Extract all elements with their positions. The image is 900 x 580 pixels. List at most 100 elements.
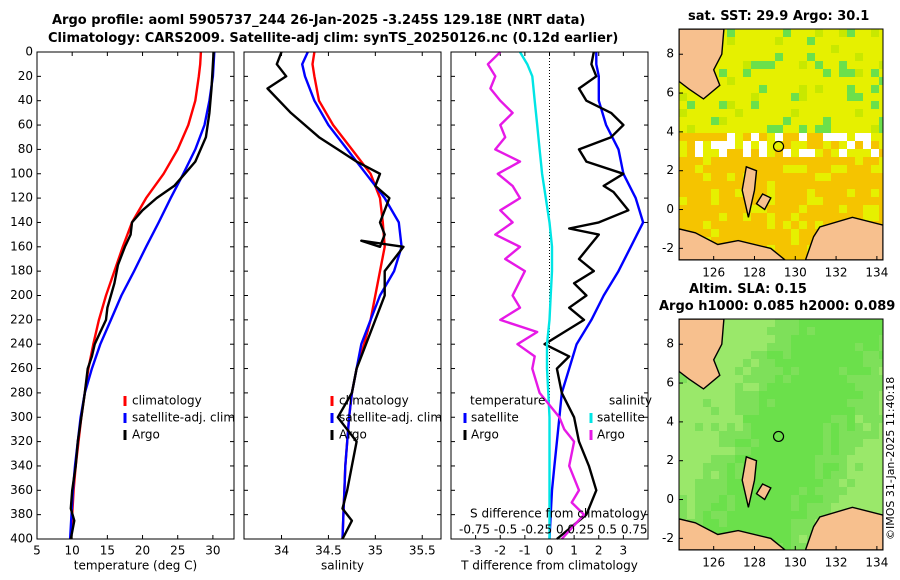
map-cell — [791, 383, 799, 391]
map-cell — [743, 61, 751, 69]
map-cell — [815, 335, 823, 343]
map-cell — [767, 319, 775, 327]
map-cell — [719, 391, 727, 399]
map-cell — [847, 375, 855, 383]
map-cell — [879, 29, 883, 37]
map-cell — [879, 77, 883, 85]
map-cell — [863, 423, 871, 431]
map-cell — [855, 165, 863, 173]
map-cell — [815, 399, 823, 407]
map-cell — [791, 447, 799, 455]
map-cell — [871, 173, 879, 181]
map-cell — [831, 213, 839, 221]
x-tick-label: 134 — [865, 266, 888, 280]
map-cell — [823, 189, 831, 197]
map-cell — [799, 487, 807, 495]
map-cell — [719, 133, 727, 141]
map-cell — [743, 53, 751, 61]
map-cell — [679, 471, 687, 479]
map-cell — [831, 335, 839, 343]
map-cell — [815, 141, 823, 149]
map-cell — [839, 423, 847, 431]
map-cell — [759, 511, 767, 519]
map-cell — [775, 205, 783, 213]
map-cell — [831, 319, 839, 327]
map-cell — [767, 133, 775, 141]
map-cell — [735, 125, 743, 133]
map-cell — [807, 189, 815, 197]
map-cell — [767, 527, 775, 535]
map-cell — [839, 181, 847, 189]
map-cell — [823, 431, 831, 439]
map-cell — [823, 77, 831, 85]
map-cell — [679, 511, 687, 519]
map-cell — [807, 327, 815, 335]
map-cell — [783, 343, 791, 351]
map-cell — [735, 495, 743, 503]
map-cell — [823, 109, 831, 117]
map-cell — [743, 399, 751, 407]
map-cell — [743, 109, 751, 117]
legend-temperature-label: satellite — [471, 411, 519, 425]
map-cell — [719, 109, 727, 117]
x-tick-label: 35 — [368, 544, 383, 558]
map-cell — [743, 157, 751, 165]
map-cell — [751, 415, 759, 423]
map-cell — [759, 463, 767, 471]
map-cell — [767, 455, 775, 463]
map-cell — [759, 527, 767, 535]
map-cell — [855, 471, 863, 479]
map-cell — [831, 197, 839, 205]
map-cell — [807, 367, 815, 375]
map-cell — [703, 157, 711, 165]
legend-label: climatology — [132, 394, 202, 408]
map-cell — [799, 511, 807, 519]
map-cell — [759, 85, 767, 93]
map-cell — [847, 439, 855, 447]
map-cell — [759, 213, 767, 221]
map-cell — [847, 29, 855, 37]
map-cell — [775, 125, 783, 133]
map-cell — [783, 375, 791, 383]
map-cell — [847, 471, 855, 479]
map-cell — [783, 479, 791, 487]
map-cell — [751, 519, 759, 527]
y-tick-label: 340 — [10, 458, 33, 472]
map-cell — [695, 117, 703, 125]
map-cell — [759, 133, 767, 141]
map-cell — [879, 399, 883, 407]
map-cell — [879, 173, 883, 181]
map-cell — [727, 85, 735, 93]
sst-map-panel: 126 128 130 132 134 -2 0 2 4 6 8 — [662, 28, 888, 280]
map-cell — [735, 383, 743, 391]
map-cell — [863, 503, 871, 511]
series-line-t-satellite — [548, 52, 645, 540]
map-cell — [687, 399, 695, 407]
map-cell — [719, 141, 727, 149]
map-cell — [735, 189, 743, 197]
map-cell — [775, 85, 783, 93]
map-cell — [727, 93, 735, 101]
map-cell — [871, 213, 879, 221]
map-cell — [863, 189, 871, 197]
map-cell — [695, 415, 703, 423]
map-cell — [799, 351, 807, 359]
map-cell — [767, 181, 775, 189]
map-cell — [807, 213, 815, 221]
map-cell — [807, 511, 815, 519]
map-cell — [687, 391, 695, 399]
map-cell — [735, 77, 743, 85]
map-cell — [863, 439, 871, 447]
map-cell — [727, 471, 735, 479]
map-cell — [863, 61, 871, 69]
map-cell — [815, 45, 823, 53]
map-cell — [751, 213, 759, 221]
map-cell — [711, 197, 719, 205]
map-cell — [823, 149, 831, 157]
map-cell — [687, 495, 695, 503]
map-cell — [751, 221, 759, 229]
map-cell — [759, 165, 767, 173]
map-cell — [679, 221, 687, 229]
map-cell — [799, 109, 807, 117]
map-cell — [799, 471, 807, 479]
